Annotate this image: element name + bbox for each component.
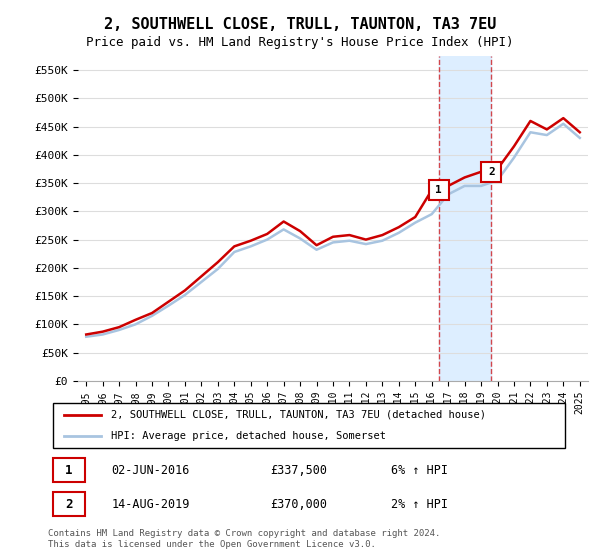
Text: 14-AUG-2019: 14-AUG-2019	[112, 497, 190, 511]
Text: 2, SOUTHWELL CLOSE, TRULL, TAUNTON, TA3 7EU: 2, SOUTHWELL CLOSE, TRULL, TAUNTON, TA3 …	[104, 17, 496, 32]
Text: 1: 1	[65, 464, 73, 477]
Bar	[439, 56, 491, 381]
Text: Contains HM Land Registry data © Crown copyright and database right 2024.
This d: Contains HM Land Registry data © Crown c…	[48, 529, 440, 549]
FancyBboxPatch shape	[53, 458, 85, 483]
Text: 02-JUN-2016: 02-JUN-2016	[112, 464, 190, 477]
Text: 2, SOUTHWELL CLOSE, TRULL, TAUNTON, TA3 7EU (detached house): 2, SOUTHWELL CLOSE, TRULL, TAUNTON, TA3 …	[112, 409, 487, 419]
Text: Price paid vs. HM Land Registry's House Price Index (HPI): Price paid vs. HM Land Registry's House …	[86, 36, 514, 49]
FancyBboxPatch shape	[53, 403, 565, 448]
FancyBboxPatch shape	[53, 492, 85, 516]
Text: 1: 1	[435, 185, 442, 195]
Text: 6% ↑ HPI: 6% ↑ HPI	[391, 464, 448, 477]
Text: 2% ↑ HPI: 2% ↑ HPI	[391, 497, 448, 511]
Text: £370,000: £370,000	[270, 497, 327, 511]
Text: £337,500: £337,500	[270, 464, 327, 477]
Text: 2: 2	[65, 497, 73, 511]
Text: HPI: Average price, detached house, Somerset: HPI: Average price, detached house, Some…	[112, 431, 386, 441]
Text: 2: 2	[488, 167, 494, 177]
